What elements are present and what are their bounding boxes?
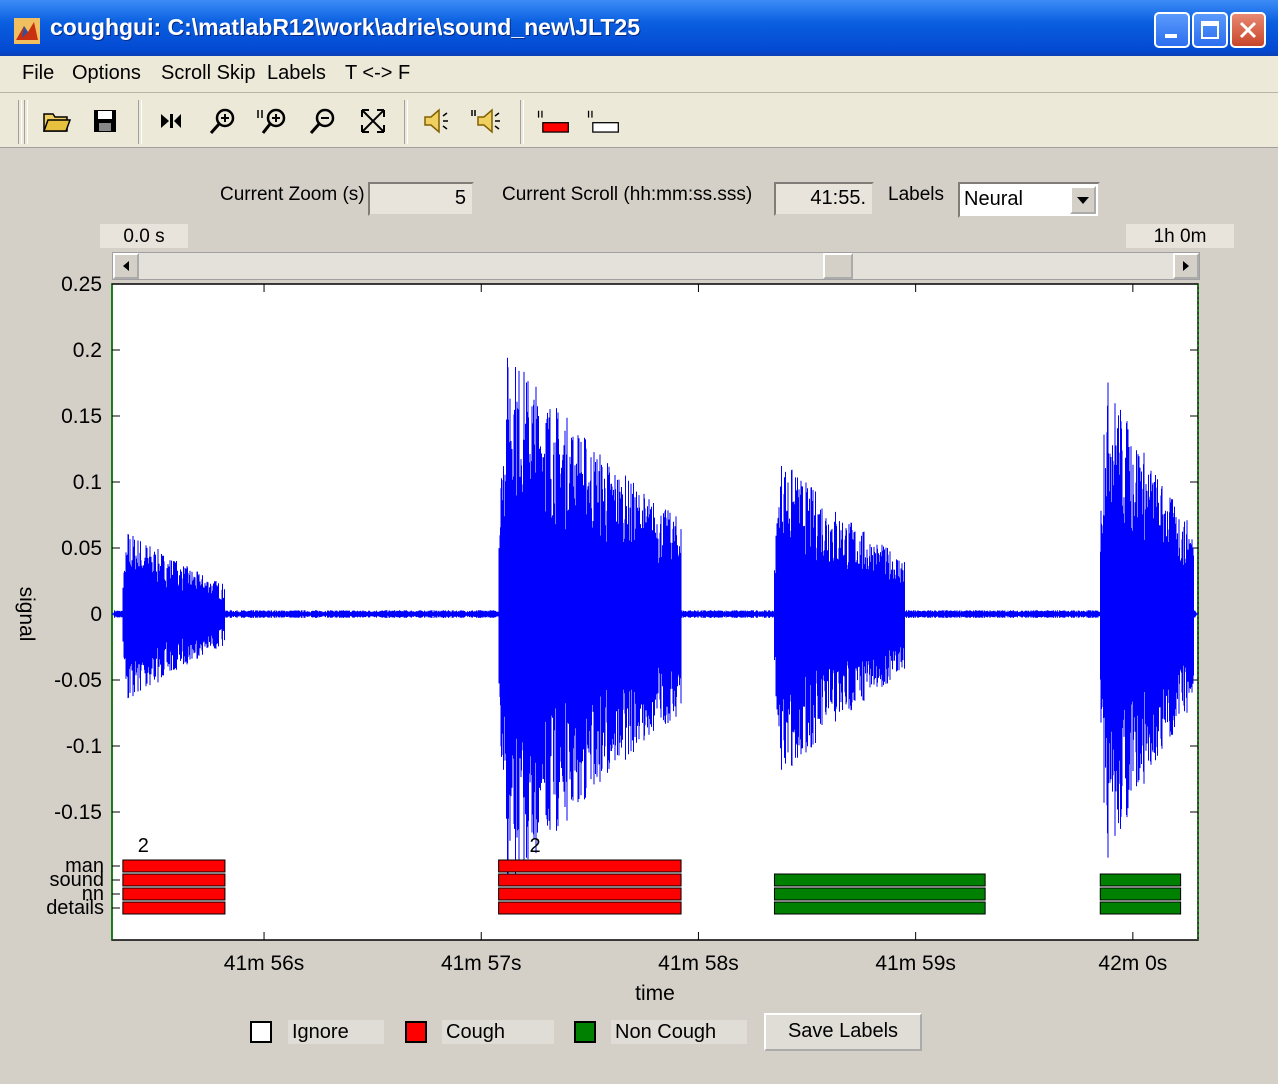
y-tick-label: 0.1 [73,471,102,494]
x-tick-label: 42m 0s [1098,952,1167,975]
x-tick-label: 41m 59s [875,952,956,975]
y-tick-label: 0.2 [73,339,102,362]
ignore-checkbox[interactable] [250,1021,272,1043]
fit-view-icon[interactable] [356,104,390,138]
label-segment [498,859,682,873]
labels-label: Labels [888,184,944,205]
save-disk-icon[interactable] [88,104,122,138]
non-cough-label: Non Cough [611,1020,747,1044]
scroll-thumb[interactable] [823,253,854,279]
speaker-loud-icon[interactable] [470,104,504,138]
ignore-label: Ignore [288,1020,384,1044]
label-segment [122,887,226,901]
scroll-label: Current Scroll (hh:mm:ss.sss) [502,184,753,205]
title-bar [0,0,1278,56]
y-axis-label: signal [15,587,38,642]
speaker-icon[interactable] [420,104,454,138]
zoom-label: Current Zoom (s) [220,184,365,205]
x-tick-label: 41m 58s [658,952,739,975]
signal-plot[interactable]: 0.25 0.2 0.15 0.1 0.05 0 -0.05 -0.1 -0.15 41m 56s… [0,260,1278,1010]
segment-count-label: 2 [138,835,149,857]
close-button[interactable] [1230,12,1266,48]
label-segment [773,873,986,887]
label-cough-icon[interactable] [536,104,570,138]
x-axis-label: time [635,982,675,1005]
toolbar-separator [520,100,524,144]
y-tick-label: -0.05 [54,669,102,692]
time-scrollbar[interactable] [112,252,1200,280]
zoom-in-icon[interactable] [206,104,240,138]
chevron-down-icon[interactable] [1070,186,1096,214]
cough-checkbox[interactable] [405,1021,427,1043]
menu-labels[interactable]: Labels [267,62,326,84]
labels-select[interactable]: Neural [958,182,1100,218]
zoom-in-x-icon[interactable] [256,104,290,138]
scroll-left-arrow[interactable] [113,253,139,279]
label-segment [1099,887,1182,901]
label-segment [122,901,226,915]
label-segment [498,873,682,887]
y-tick-label: 0.05 [61,537,102,560]
label-segment [122,859,226,873]
label-segment [498,901,682,915]
window-title: coughgui: C:\matlabR12\work\adrie\sound_… [50,14,641,40]
label-blank-icon[interactable] [586,104,620,138]
segment-count-label: 2 [530,835,541,857]
range-end-label: 1h 0m [1126,224,1234,248]
x-tick-label: 41m 56s [224,952,305,975]
menu-file[interactable]: File [22,62,55,84]
labels-select-value: Neural [964,188,1023,210]
toolbar-grip [18,100,22,144]
menu-options[interactable]: Options [72,62,141,84]
scroll-right-arrow[interactable] [1173,253,1199,279]
y-tick-label: 0 [90,603,102,626]
label-segment [122,873,226,887]
maximize-button[interactable] [1192,12,1228,48]
zoom-value-field[interactable]: 5 [368,182,474,216]
label-row-name: details [46,897,104,919]
scroll-value-field[interactable]: 41:55. [774,182,874,216]
toolbar-separator [404,100,408,144]
non-cough-checkbox[interactable] [574,1021,596,1043]
x-tick-label: 41m 57s [441,952,522,975]
save-labels-button[interactable]: Save Labels [764,1013,922,1051]
menu-scroll-skip[interactable]: Scroll Skip [161,62,256,84]
zoom-out-icon[interactable] [306,104,340,138]
y-tick-label: 0.15 [61,405,102,428]
open-folder-icon[interactable] [40,104,74,138]
label-row-name: man [65,855,104,877]
menu-t-f[interactable]: T <-> F [345,62,411,84]
label-segment [1099,873,1182,887]
minimize-button[interactable] [1154,12,1190,48]
label-segment [773,887,986,901]
range-start-label: 0.0 s [100,224,188,248]
label-segment [1099,901,1182,915]
play-pause-icon[interactable] [154,104,188,138]
matlab-app-icon [14,18,40,44]
toolbar [0,93,1278,148]
y-tick-label: 0.25 [61,273,102,296]
y-tick-label: -0.15 [54,801,102,824]
label-row-name: nn [82,883,104,905]
label-row-name: sound [50,869,105,891]
y-tick-label: -0.1 [66,735,102,758]
toolbar-grip [24,100,28,144]
toolbar-separator [138,100,142,144]
menu-bar [0,56,1278,93]
label-segment [498,887,682,901]
cough-label: Cough [442,1020,554,1044]
label-segment [773,901,986,915]
